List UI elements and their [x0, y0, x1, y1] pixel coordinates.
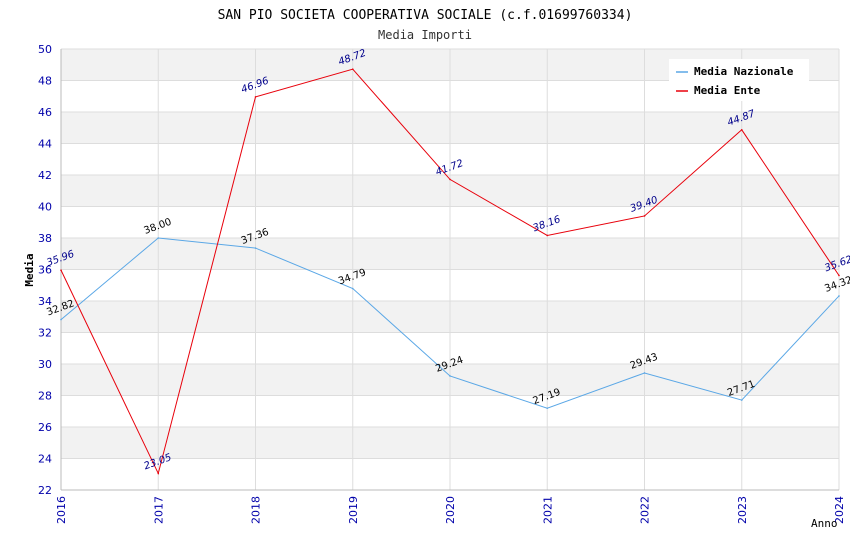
x-tick-label: 2018 — [250, 496, 263, 524]
y-tick-label: 30 — [38, 358, 52, 371]
x-tick-label: 2017 — [152, 496, 165, 524]
y-tick-label: 42 — [38, 169, 52, 182]
data-point — [254, 247, 257, 249]
data-point — [157, 237, 160, 239]
x-tick-label: 2022 — [639, 496, 652, 524]
y-tick-label: 46 — [38, 106, 52, 119]
y-tick-label: 26 — [38, 421, 52, 434]
data-point — [546, 234, 549, 237]
data-point — [351, 68, 354, 70]
y-tick-label: 24 — [38, 453, 52, 466]
y-tick-label: 28 — [38, 390, 52, 403]
y-axis-ticks: 22 24 26 28 30 32 34 36 38 40 42 44 46 48 50 — [38, 43, 52, 497]
data-point — [351, 287, 354, 290]
x-tick-label: 2016 — [55, 496, 68, 524]
x-tick-label: 2021 — [541, 496, 554, 524]
x-tick-label: 2019 — [347, 496, 360, 524]
chart-subtitle: Media Importi — [378, 28, 472, 42]
grid-lines — [60, 48, 840, 491]
data-point — [60, 318, 62, 321]
legend: Media Nazionale Media Ente — [669, 59, 809, 101]
x-axis-ticks: 2016 2017 2018 2019 2020 2021 2022 2023 2024 — [55, 496, 846, 524]
data-point — [838, 295, 840, 297]
legend-label-media-nazionale: Media Nazionale — [694, 65, 794, 78]
x-tick-label: 2020 — [444, 496, 457, 524]
data-point — [643, 372, 646, 374]
y-tick-label: 44 — [38, 138, 52, 151]
y-axis-label: Media — [23, 253, 36, 286]
y-tick-label: 36 — [38, 264, 52, 277]
y-tick-label: 50 — [38, 43, 52, 56]
data-point — [643, 215, 646, 217]
y-tick-label: 34 — [38, 295, 52, 308]
x-tick-label: 2024 — [833, 496, 846, 524]
data-point — [254, 96, 257, 98]
data-point — [838, 274, 840, 277]
data-point — [449, 375, 451, 377]
y-tick-label: 32 — [38, 327, 52, 340]
y-tick-label: 38 — [38, 232, 52, 245]
legend-label-media-ente: Media Ente — [694, 84, 761, 97]
x-tick-label: 2023 — [736, 496, 749, 524]
data-point — [60, 269, 62, 271]
y-tick-label: 48 — [38, 75, 52, 88]
legend-box — [669, 59, 809, 101]
data-point — [546, 407, 549, 410]
series-lines — [60, 68, 840, 475]
x-axis-label: Anno — [811, 517, 838, 530]
data-point — [740, 399, 743, 401]
data-point — [157, 472, 160, 475]
y-tick-label: 40 — [38, 201, 52, 214]
chart-title: SAN PIO SOCIETA COOPERATIVA SOCIALE (c.f… — [218, 8, 633, 23]
y-tick-label: 22 — [38, 484, 52, 497]
data-point — [740, 128, 743, 131]
data-point — [449, 178, 451, 181]
